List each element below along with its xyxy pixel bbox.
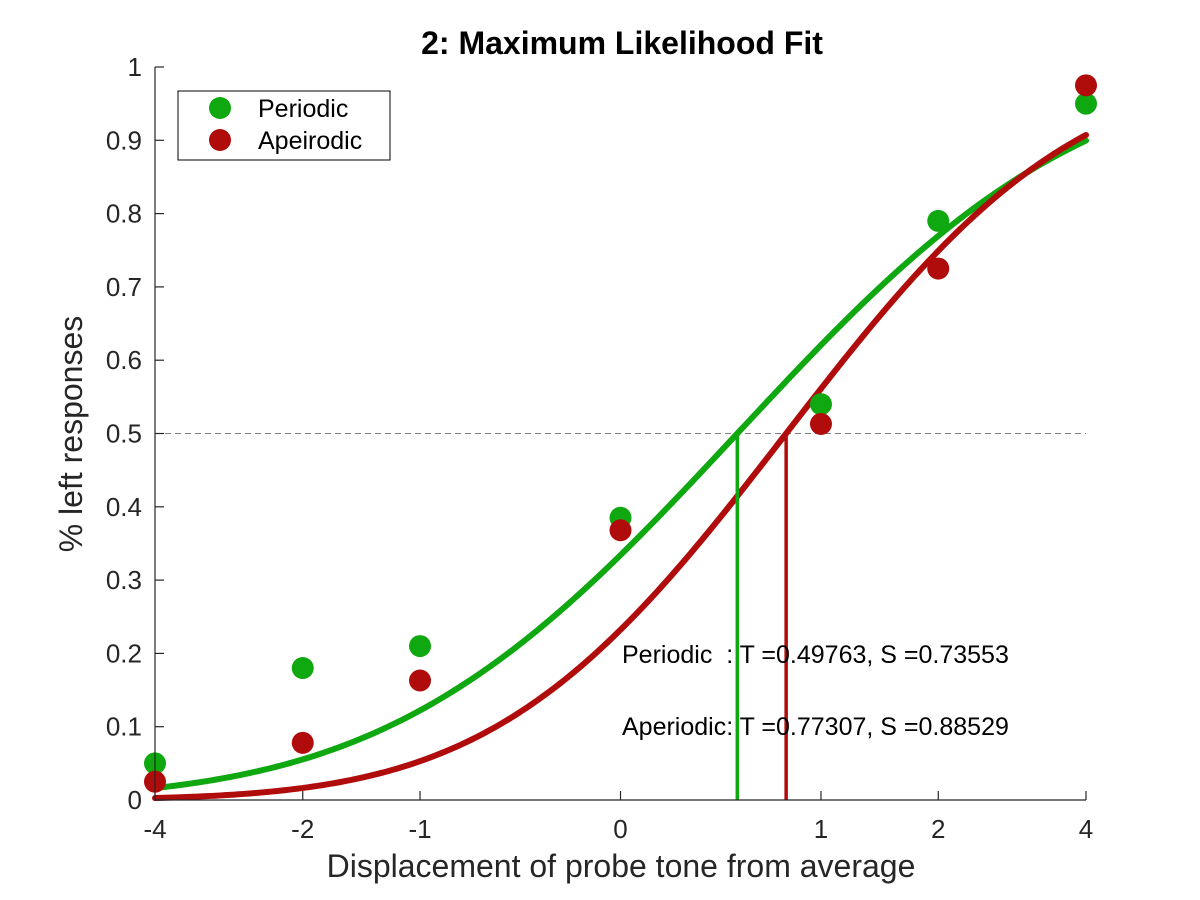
y-tick-label: 0.7 <box>106 272 142 302</box>
y-tick-label: 0.6 <box>106 345 142 375</box>
data-point-apeirodic-2 <box>409 669 432 692</box>
x-tick-label: -1 <box>408 814 431 844</box>
legend-label-apeirodic: Apeirodic <box>258 127 362 155</box>
data-point-apeirodic-1 <box>291 731 314 754</box>
y-tick-label: 0.1 <box>106 712 142 742</box>
x-tick-label: 4 <box>1079 814 1093 844</box>
legend-marker-periodic <box>209 97 231 119</box>
y-tick-label: 0.5 <box>106 419 142 449</box>
y-ticks: 0 0.1 0.2 0.3 0.4 0.5 0.6 0.7 0.8 0.9 1 <box>106 52 164 815</box>
data-point-periodic-6 <box>1075 92 1097 115</box>
y-tick-label: 0.8 <box>106 199 142 229</box>
annotation-periodic: Periodic : T =0.49763, S =0.73553 <box>622 641 1009 669</box>
y-tick-label: 0.3 <box>106 565 142 595</box>
chart-title: 2: Maximum Likelihood Fit <box>421 25 823 61</box>
x-tick-label: 0 <box>613 814 627 844</box>
annotation-aperiodic: Aperiodic: T =0.77307, S =0.88529 <box>622 713 1009 741</box>
data-point-apeirodic-6 <box>1075 74 1097 97</box>
x-axis-label: Displacement of probe tone from average <box>327 848 916 884</box>
data-point-apeirodic-5 <box>927 257 950 280</box>
fit-curve-apeirodic <box>152 131 1089 802</box>
x-tick-label: -2 <box>291 814 314 844</box>
data-point-apeirodic-3 <box>609 519 632 542</box>
data-point-periodic-2 <box>409 635 432 658</box>
y-tick-label: 0.9 <box>106 125 142 155</box>
x-tick-label: 2 <box>931 814 945 844</box>
data-point-periodic-5 <box>927 209 950 232</box>
data-point-periodic-1 <box>291 657 314 680</box>
fit-curve-periodic <box>152 137 1089 792</box>
threshold-lines-layer <box>735 433 788 800</box>
x-tick-label: 1 <box>814 814 828 844</box>
x-tick-label: -4 <box>143 814 166 844</box>
x-ticks: -4 -2 -1 0 1 2 4 <box>143 791 1093 844</box>
data-point-periodic-4 <box>809 393 832 416</box>
fit-curves-layer <box>152 131 1089 802</box>
legend: Periodic Apeirodic <box>177 90 391 161</box>
data-points-layer <box>144 74 1097 793</box>
legend-label-periodic: Periodic <box>258 95 348 123</box>
data-point-apeirodic-4 <box>809 412 832 435</box>
y-axis-label: % left responses <box>53 316 89 553</box>
y-tick-label: 1 <box>128 52 142 82</box>
legend-marker-apeirodic <box>209 129 231 151</box>
y-tick-label: 0.2 <box>106 638 142 668</box>
y-tick-label: 0 <box>128 785 142 815</box>
y-tick-label: 0.4 <box>106 492 142 522</box>
